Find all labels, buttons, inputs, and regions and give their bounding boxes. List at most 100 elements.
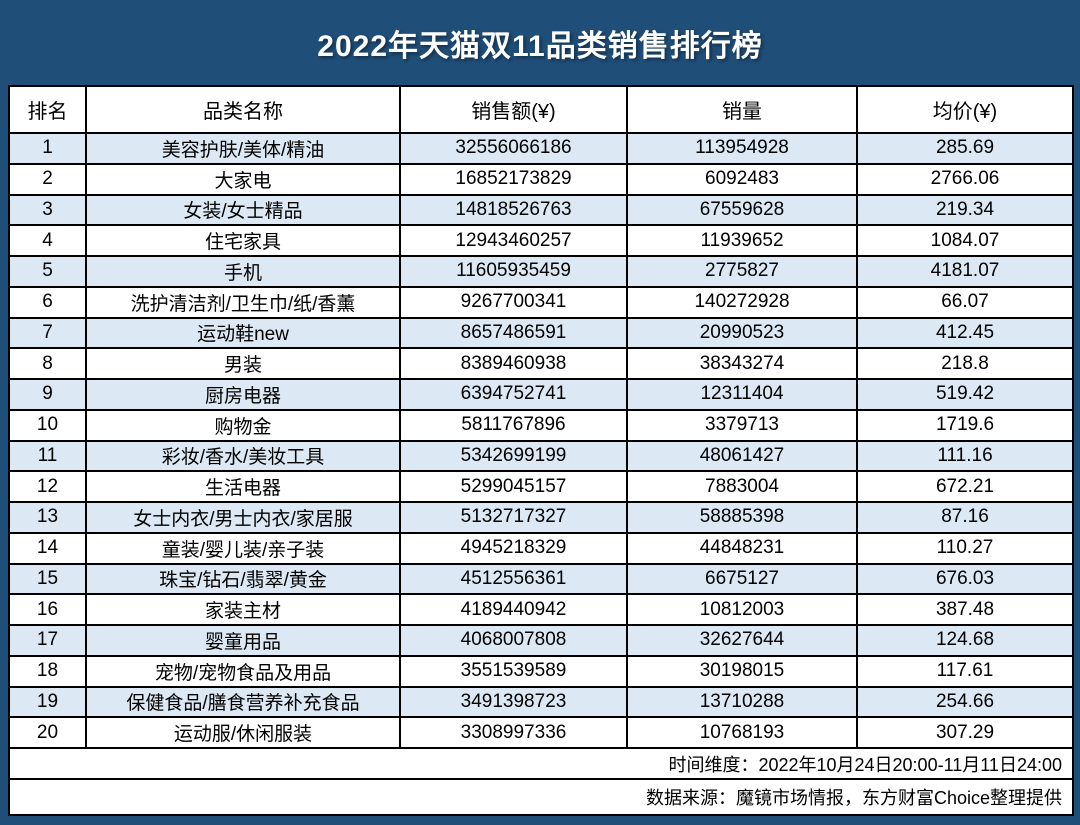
sales-cell: 4068007808	[399, 624, 628, 657]
rank-cell: 6	[8, 285, 87, 319]
sales-cell: 9267700341	[399, 285, 628, 319]
category-cell: 家装主材	[85, 593, 401, 626]
category-cell: 厨房电器	[85, 378, 401, 411]
volume-cell: 11939652	[626, 224, 858, 257]
sales-cell: 3551539589	[399, 654, 628, 688]
table-row: 12 生活电器 5299045157 7883004 672.21	[8, 470, 1074, 503]
price-cell: 387.48	[856, 593, 1074, 626]
category-cell: 大家电	[85, 162, 401, 196]
category-cell: 运动服/休闲服装	[85, 716, 401, 749]
volume-cell: 140272928	[626, 285, 858, 319]
price-cell: 66.07	[856, 285, 1074, 319]
sales-cell: 4189440942	[399, 593, 628, 626]
volume-cell: 44848231	[626, 531, 858, 565]
volume-cell: 7883004	[626, 470, 858, 503]
sales-cell: 5342699199	[399, 439, 628, 473]
column-header-volume: 销量	[626, 85, 858, 134]
category-cell: 运动鞋new	[85, 316, 401, 350]
column-header-price: 均价(¥)	[856, 85, 1074, 134]
table-row: 15 珠宝/钻石/翡翠/黄金 4512556361 6675127 676.03	[8, 562, 1074, 596]
rank-cell: 11	[8, 439, 87, 473]
category-cell: 宠物/宠物食品及用品	[85, 654, 401, 688]
volume-cell: 6675127	[626, 562, 858, 596]
sales-cell: 14818526763	[399, 193, 628, 227]
sales-cell: 8657486591	[399, 316, 628, 350]
price-cell: 519.42	[856, 378, 1074, 411]
table-row: 4 住宅家具 12943460257 11939652 1084.07	[8, 224, 1074, 257]
table-row: 14 童装/婴儿装/亲子装 4945218329 44848231 110.27	[8, 531, 1074, 565]
rank-cell: 18	[8, 654, 87, 688]
price-cell: 1719.6	[856, 408, 1074, 442]
sales-cell: 32556066186	[399, 132, 628, 165]
rank-cell: 19	[8, 685, 87, 719]
table-row: 18 宠物/宠物食品及用品 3551539589 30198015 117.61	[8, 654, 1074, 688]
price-cell: 412.45	[856, 316, 1074, 350]
volume-cell: 12311404	[626, 378, 858, 411]
table-row: 11 彩妆/香水/美妆工具 5342699199 48061427 111.16	[8, 439, 1074, 473]
sales-cell: 12943460257	[399, 224, 628, 257]
category-cell: 住宅家具	[85, 224, 401, 257]
category-cell: 保健食品/膳食营养补充食品	[85, 685, 401, 719]
category-cell: 洗护清洁剂/卫生巾/纸/香薰	[85, 285, 401, 319]
table-row: 1 美容护肤/美体/精油 32556066186 113954928 285.69	[8, 132, 1074, 165]
rank-cell: 2	[8, 162, 87, 196]
sales-cell: 16852173829	[399, 162, 628, 196]
sales-cell: 4945218329	[399, 531, 628, 565]
volume-cell: 20990523	[626, 316, 858, 350]
sales-cell: 5299045157	[399, 470, 628, 503]
volume-cell: 32627644	[626, 624, 858, 657]
price-cell: 2766.06	[856, 162, 1074, 196]
sales-cell: 4512556361	[399, 562, 628, 596]
sales-cell: 3308997336	[399, 716, 628, 749]
category-cell: 女装/女士精品	[85, 193, 401, 227]
table-row: 17 婴童用品 4068007808 32627644 124.68	[8, 624, 1074, 657]
column-header-sales: 销售额(¥)	[399, 85, 628, 134]
price-cell: 672.21	[856, 470, 1074, 503]
rank-cell: 9	[8, 378, 87, 411]
table-row: 10 购物金 5811767896 3379713 1719.6	[8, 408, 1074, 442]
rank-cell: 4	[8, 224, 87, 257]
table-row: 19 保健食品/膳食营养补充食品 3491398723 13710288 254.66	[8, 685, 1074, 719]
rank-cell: 13	[8, 501, 87, 534]
rank-cell: 5	[8, 255, 87, 288]
price-cell: 676.03	[856, 562, 1074, 596]
category-cell: 珠宝/钻石/翡翠/黄金	[85, 562, 401, 596]
table-row: 3 女装/女士精品 14818526763 67559628 219.34	[8, 193, 1074, 227]
category-cell: 美容护肤/美体/精油	[85, 132, 401, 165]
volume-cell: 113954928	[626, 132, 858, 165]
data-source-text: 数据来源：魔镜市场情报，东方财富Choice整理提供	[8, 778, 1074, 816]
volume-cell: 30198015	[626, 654, 858, 688]
category-cell: 女士内衣/男士内衣/家居服	[85, 501, 401, 534]
price-cell: 87.16	[856, 501, 1074, 534]
table-row: 20 运动服/休闲服装 3308997336 10768193 307.29	[8, 716, 1074, 749]
table-row: 7 运动鞋new 8657486591 20990523 412.45	[8, 316, 1074, 350]
header-row: 排名 品类名称 销售额(¥) 销量 均价(¥)	[8, 85, 1074, 134]
rank-cell: 20	[8, 716, 87, 749]
price-cell: 307.29	[856, 716, 1074, 749]
rank-cell: 16	[8, 593, 87, 626]
volume-cell: 38343274	[626, 347, 858, 380]
price-cell: 218.8	[856, 347, 1074, 380]
category-cell: 手机	[85, 255, 401, 288]
category-cell: 婴童用品	[85, 624, 401, 657]
volume-cell: 2775827	[626, 255, 858, 288]
rank-cell: 3	[8, 193, 87, 227]
rank-cell: 7	[8, 316, 87, 350]
volume-cell: 67559628	[626, 193, 858, 227]
price-cell: 1084.07	[856, 224, 1074, 257]
category-cell: 男装	[85, 347, 401, 380]
time-dimension-row: 时间维度：2022年10月24日20:00-11月11日24:00	[8, 747, 1074, 780]
title-band: 2022年天猫双11品类销售排行榜	[0, 0, 1080, 85]
category-cell: 购物金	[85, 408, 401, 442]
sales-cell: 5132717327	[399, 501, 628, 534]
sales-cell: 8389460938	[399, 347, 628, 380]
sales-cell: 5811767896	[399, 408, 628, 442]
volume-cell: 10812003	[626, 593, 858, 626]
price-cell: 254.66	[856, 685, 1074, 719]
sales-cell: 11605935459	[399, 255, 628, 288]
rank-cell: 1	[8, 132, 87, 165]
column-header-rank: 排名	[8, 85, 87, 134]
rank-cell: 15	[8, 562, 87, 596]
price-cell: 110.27	[856, 531, 1074, 565]
